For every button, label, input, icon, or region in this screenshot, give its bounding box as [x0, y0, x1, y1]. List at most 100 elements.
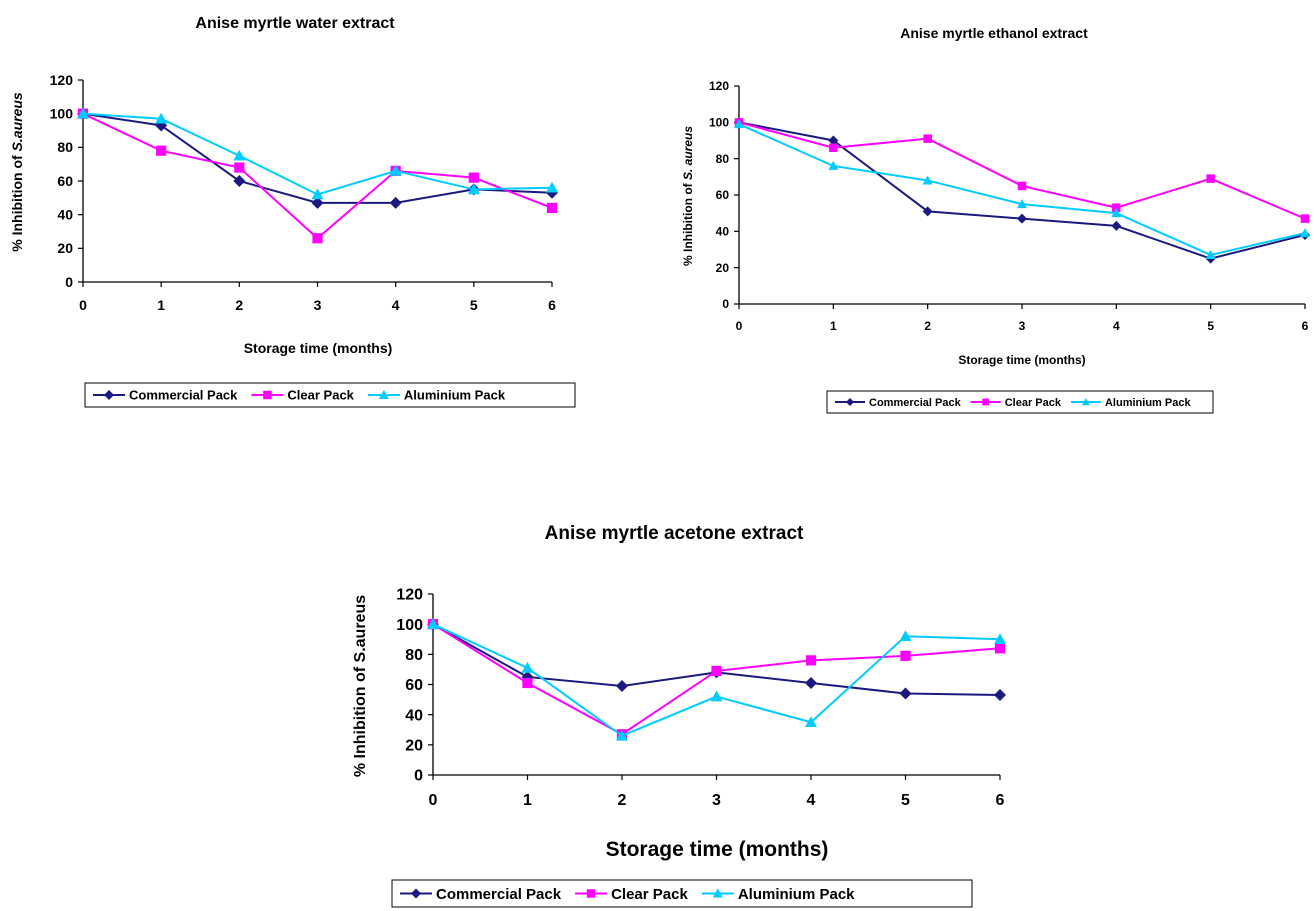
data-point	[829, 143, 838, 153]
y-tick-label: 40	[716, 225, 730, 239]
y-tick-label: 60	[716, 188, 730, 202]
data-point	[805, 655, 817, 666]
y-tick-label: 100	[50, 106, 74, 122]
legend-marker	[982, 398, 990, 406]
x-tick-label: 3	[314, 297, 322, 313]
chart-title: Anise myrtle water extract	[195, 15, 395, 32]
y-tick-label: 0	[722, 297, 729, 311]
x-tick-label: 1	[830, 319, 837, 333]
data-point	[156, 145, 167, 156]
data-point	[616, 729, 628, 741]
data-point	[467, 183, 480, 195]
legend-marker	[104, 390, 114, 400]
x-tick-label: 0	[79, 297, 87, 313]
x-axis-label: Storage time (months)	[958, 353, 1085, 367]
series-line	[82, 112, 553, 240]
data-point	[923, 134, 932, 143]
x-tick-label: 2	[924, 319, 931, 333]
legend-box	[826, 390, 1214, 414]
data-point	[468, 172, 479, 183]
data-point	[1300, 214, 1310, 223]
legend-item-clear: Clear Pack	[251, 388, 355, 403]
legend-item-clear: Clear Pack	[970, 397, 1062, 409]
y-tick-label: 120	[709, 79, 729, 93]
data-point	[1017, 199, 1027, 209]
data-point	[1017, 213, 1027, 224]
legend: Commercial Pack Clear Pack Aluminium Pack	[84, 382, 576, 408]
legend-box	[84, 382, 576, 408]
y-tick-label: 20	[405, 737, 423, 754]
y-axis-label: % Inhibition of S.aureus	[352, 595, 369, 777]
data-point	[710, 690, 723, 702]
data-point	[1206, 174, 1215, 183]
legend: Commercial Pack Clear Pack Aluminium Pack	[391, 879, 973, 908]
y-tick-label: 120	[50, 72, 74, 88]
legend-item-aluminium: Aluminium Pack	[701, 886, 855, 903]
legend-marker	[378, 390, 389, 399]
legend-item-clear: Clear Pack	[575, 886, 688, 903]
x-tick-label: 0	[429, 792, 438, 809]
x-tick-label: 6	[1302, 319, 1309, 333]
y-tick-label: 40	[57, 207, 73, 223]
y-tick-label: 20	[716, 261, 730, 275]
legend-marker	[586, 889, 596, 898]
data-point	[1111, 208, 1122, 218]
legend-marker	[1081, 398, 1090, 406]
series-line	[432, 623, 1001, 737]
legend-label: Aluminium Pack	[738, 886, 855, 903]
x-tick-label: 6	[548, 297, 556, 313]
legend-label: Clear Pack	[611, 886, 688, 903]
x-tick-label: 4	[392, 297, 400, 313]
y-tick-label: 100	[396, 617, 423, 634]
legend-label: Aluminium Pack	[1105, 397, 1191, 409]
legend-marker	[263, 390, 272, 400]
data-point	[994, 643, 1006, 654]
y-axis-label: % Inhibition of S.aureus	[9, 92, 25, 252]
legend-item-aluminium: Aluminium Pack	[367, 388, 506, 403]
data-point	[389, 164, 402, 176]
legend-marker	[846, 398, 854, 406]
data-point	[711, 665, 722, 677]
legend-label: Clear Pack	[287, 388, 354, 403]
x-tick-label: 5	[901, 792, 910, 809]
series-commercial	[734, 117, 1310, 264]
chart-title: Anise myrtle ethanol extract	[900, 25, 1088, 41]
data-point	[389, 196, 402, 209]
data-point	[155, 112, 168, 124]
data-point	[1017, 181, 1027, 191]
legend-item-commercial: Commercial Pack	[93, 388, 238, 403]
data-point	[234, 162, 245, 173]
x-tick-label: 1	[523, 792, 532, 809]
x-tick-label: 1	[157, 297, 165, 313]
x-tick-label: 0	[736, 319, 743, 333]
y-tick-label: 60	[405, 677, 423, 694]
data-point	[233, 175, 246, 187]
data-point	[828, 135, 839, 146]
data-point	[546, 202, 558, 214]
data-point	[899, 630, 912, 642]
legend-box	[391, 879, 973, 908]
y-tick-label: 80	[57, 139, 73, 155]
data-point	[734, 119, 744, 129]
legend-marker	[712, 888, 723, 898]
data-point	[828, 160, 839, 170]
y-tick-label: 40	[405, 707, 423, 724]
plot-area: 0 20 40 60 80 100 120 0 1 2 3 4 5 6	[50, 72, 558, 313]
x-tick-label: 2	[618, 792, 627, 809]
legend-marker	[411, 888, 421, 899]
legend-item-commercial: Commercial Pack	[835, 397, 962, 409]
series-clear	[77, 108, 558, 244]
x-tick-label: 4	[1113, 319, 1120, 333]
series-line	[432, 623, 1001, 736]
series-line	[432, 623, 1001, 697]
x-axis-label: Storage time (months)	[606, 838, 829, 861]
water-extract-chart: Anise myrtle water extract % Inhibition …	[9, 15, 576, 408]
data-point	[1300, 228, 1310, 238]
data-point	[311, 188, 324, 200]
data-point	[805, 676, 817, 689]
ethanol-extract-chart: Anise myrtle ethanol extract % Inhibitio…	[681, 25, 1310, 414]
data-point	[994, 689, 1006, 702]
series-aluminium	[734, 119, 1310, 259]
chart-title: Anise myrtle acetone extract	[545, 523, 804, 544]
y-tick-label: 80	[405, 647, 423, 664]
